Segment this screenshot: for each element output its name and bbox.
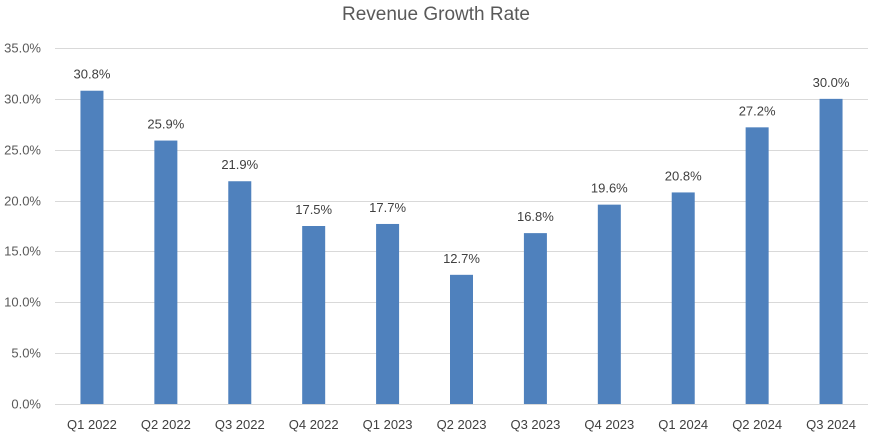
y-tick-label: 0.0% [11,397,41,412]
data-label: 19.6% [591,181,628,196]
x-category-label: Q1 2022 [67,417,117,432]
x-category-label: Q1 2023 [363,417,413,432]
x-category-label: Q2 2024 [732,417,782,432]
y-axis-tick-labels: 0.0% 5.0% 10.0% 15.0% 20.0% 25.0% 30.0% 35.0% [4,41,41,412]
bar-q3-2023 [523,233,547,404]
data-label: 16.8% [517,209,554,224]
bar-q3-2022 [228,181,252,404]
data-label: 12.7% [443,251,480,266]
y-tick-label: 25.0% [4,143,41,158]
chart-title: Revenue Growth Rate [342,4,530,25]
y-tick-label: 35.0% [4,41,41,56]
x-category-label: Q2 2023 [437,417,487,432]
y-tick-label: 10.0% [4,295,41,310]
y-tick-label: 5.0% [11,346,41,361]
bar-q4-2023 [597,204,621,404]
x-category-label: Q3 2023 [510,417,560,432]
data-label: 20.8% [665,168,702,183]
data-label: 17.5% [295,202,332,217]
y-tick-label: 30.0% [4,92,41,107]
data-label: 30.8% [74,67,111,82]
bar-q1-2024 [671,192,695,404]
bar-q4-2022 [302,226,326,404]
data-label: 30.0% [813,75,850,90]
bars [80,90,843,404]
x-axis-category-labels: Q1 2022 Q2 2022 Q3 2022 Q4 2022 Q1 2023 Q2 20… [67,417,856,432]
data-label: 27.2% [739,103,776,118]
y-tick-label: 20.0% [4,194,41,209]
x-category-label: Q2 2022 [141,417,191,432]
data-label: 21.9% [221,157,258,172]
bar-q1-2022 [80,90,104,404]
x-category-label: Q4 2023 [584,417,634,432]
bar-q1-2023 [376,223,400,404]
bar-q2-2024 [745,127,769,404]
y-tick-label: 15.0% [4,244,41,259]
data-labels: 30.8% 25.9% 21.9% 17.5% 17.7% 12.7% 16.8% 19.6%… [74,67,850,266]
data-label: 17.7% [369,200,406,215]
data-label: 25.9% [147,117,184,132]
bar-q2-2023 [450,274,473,404]
bar-q3-2024 [819,98,843,404]
bar-q2-2022 [154,140,178,404]
x-category-label: Q3 2022 [215,417,265,432]
x-category-label: Q3 2024 [806,417,856,432]
x-category-label: Q4 2022 [289,417,339,432]
x-category-label: Q1 2024 [658,417,708,432]
